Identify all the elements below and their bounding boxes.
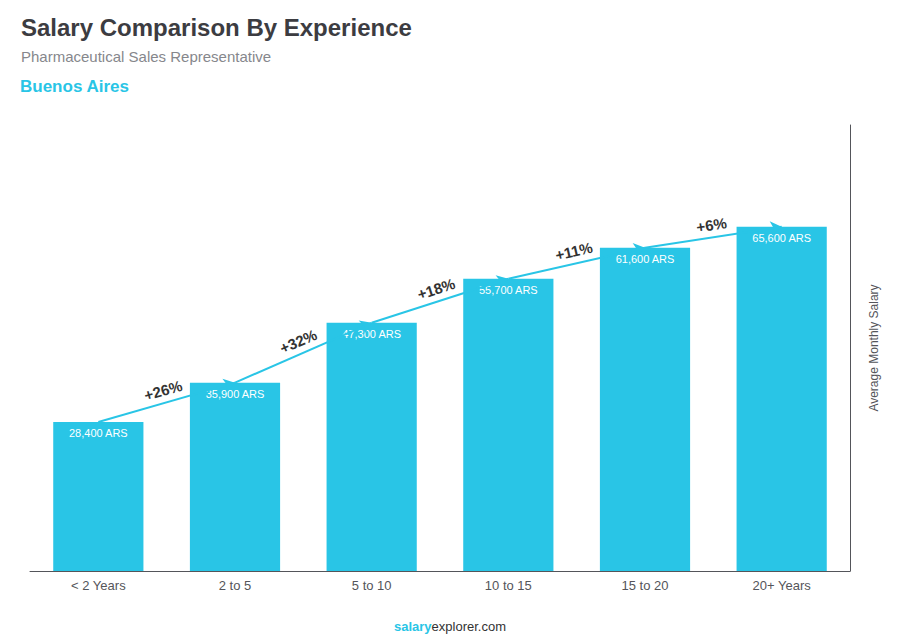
svg-text:+6%: +6% [695, 214, 728, 235]
svg-text:5 to 10: 5 to 10 [352, 578, 392, 593]
svg-text:+32%: +32% [277, 326, 319, 357]
svg-text:2 to 5: 2 to 5 [219, 578, 252, 593]
svg-text:47,300 ARS: 47,300 ARS [342, 328, 401, 340]
svg-text:Pharmaceutical Sales Represent: Pharmaceutical Sales Representative [21, 48, 271, 65]
svg-text:65,600 ARS: 65,600 ARS [752, 232, 811, 244]
svg-text:10 to 15: 10 to 15 [485, 578, 532, 593]
svg-text:35,900 ARS: 35,900 ARS [206, 388, 265, 400]
svg-text:explorer.com: explorer.com [432, 619, 506, 634]
svg-text:+18%: +18% [415, 275, 457, 303]
svg-text:55,700 ARS: 55,700 ARS [479, 284, 538, 297]
svg-text:Average Monthly Salary: Average Monthly Salary [867, 284, 881, 411]
svg-text:+26%: +26% [142, 377, 184, 404]
svg-text:salary: salary [394, 619, 432, 634]
svg-text:28,400 ARS: 28,400 ARS [69, 427, 128, 439]
svg-text:< 2 Years: < 2 Years [71, 578, 126, 593]
svg-text:Salary Comparison By Experienc: Salary Comparison By Experience [21, 14, 412, 41]
svg-text:15 to 20: 15 to 20 [622, 578, 669, 593]
svg-text:20+ Years: 20+ Years [753, 578, 812, 593]
svg-text:61,600 ARS: 61,600 ARS [616, 253, 675, 265]
svg-text:+11%: +11% [554, 239, 595, 264]
svg-text:Buenos Aires: Buenos Aires [20, 77, 129, 96]
